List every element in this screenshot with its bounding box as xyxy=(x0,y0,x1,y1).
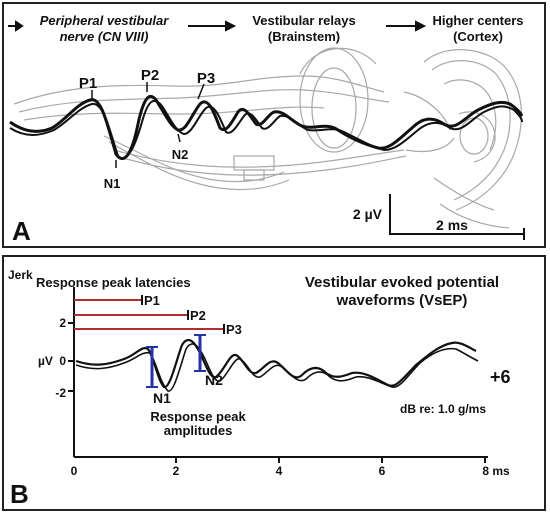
vsep-waveform-trace-1 xyxy=(9,94,524,161)
peak-label-p3: P3 xyxy=(197,70,215,87)
latency-title: Response peak latencies xyxy=(36,275,191,290)
pathway-label-1-line1: Peripheral vestibular xyxy=(40,13,170,28)
x-tick-2: 2 xyxy=(173,464,180,478)
latency-marker-p3: P3 xyxy=(226,322,242,337)
y-tick-2: 2 xyxy=(59,316,66,330)
amplitude-label-line-2: amplitudes xyxy=(164,423,233,438)
panel-b-figure: Jerk Response peak latencies Vestibular … xyxy=(8,268,511,509)
panel-a-figure: Peripheral vestibular nerve (CN VIII) Ve… xyxy=(8,13,525,246)
latency-marker-p1: P1 xyxy=(144,293,160,308)
axes xyxy=(68,287,488,463)
brainstem-anatomy-drawing xyxy=(13,47,523,229)
y-tick-0: 0 xyxy=(59,354,66,368)
amplitude-bar-caps xyxy=(146,334,206,388)
pathway-label-3-line2: (Cortex) xyxy=(453,29,503,44)
jerk-label: Jerk xyxy=(8,268,33,282)
trough-label-n1: N1 xyxy=(153,390,171,406)
x-tick-8: 8 ms xyxy=(482,464,510,478)
title-line-2: waveforms (VsEP) xyxy=(336,292,468,309)
panel-a-letter: A xyxy=(12,216,31,246)
latency-marker-p2: P2 xyxy=(190,308,206,323)
scale-bar xyxy=(389,194,525,240)
x-tick-0: 0 xyxy=(71,464,78,478)
amplitude-bars xyxy=(150,335,202,387)
latency-end-ticks xyxy=(141,295,225,334)
vsep-trace-b-1 xyxy=(75,338,477,389)
pathway-label-1-line2: nerve (CN VIII) xyxy=(60,29,149,44)
scale-bar-amplitude: 2 µV xyxy=(353,206,383,222)
pathway-label-2-line2: (Brainstem) xyxy=(268,29,340,44)
amplitude-label-line-1: Response peak xyxy=(150,409,246,424)
peak-label-p2: P2 xyxy=(141,67,159,84)
latency-lines xyxy=(74,299,224,330)
pathway-label-3-line1: Higher centers xyxy=(432,13,523,28)
panel-a: Peripheral vestibular nerve (CN VIII) Ve… xyxy=(2,2,546,248)
panel-b: Jerk Response peak latencies Vestibular … xyxy=(2,255,546,511)
stimulus-units: dB re: 1.0 g/ms xyxy=(400,402,486,416)
x-tick-6: 6 xyxy=(379,464,386,478)
stimulus-level: +6 xyxy=(490,367,511,387)
peak-label-n1: N1 xyxy=(104,176,121,191)
peak-label-p1: P1 xyxy=(79,75,97,92)
trough-label-n2: N2 xyxy=(205,372,223,388)
y-tick-minus-2: -2 xyxy=(55,386,66,400)
panel-b-letter: B xyxy=(10,479,29,509)
peak-label-n2: N2 xyxy=(172,147,189,162)
pathway-arrows xyxy=(8,20,427,32)
title-line-1: Vestibular evoked potential xyxy=(305,274,499,291)
peak-markers xyxy=(91,82,205,168)
vsep-waveform-trace-2 xyxy=(9,99,523,159)
vsep-trace-b-2 xyxy=(75,343,479,392)
y-unit: µV xyxy=(38,354,53,368)
x-tick-4: 4 xyxy=(276,464,283,478)
scale-bar-time: 2 ms xyxy=(436,217,468,233)
pathway-label-2-line1: Vestibular relays xyxy=(252,13,355,28)
